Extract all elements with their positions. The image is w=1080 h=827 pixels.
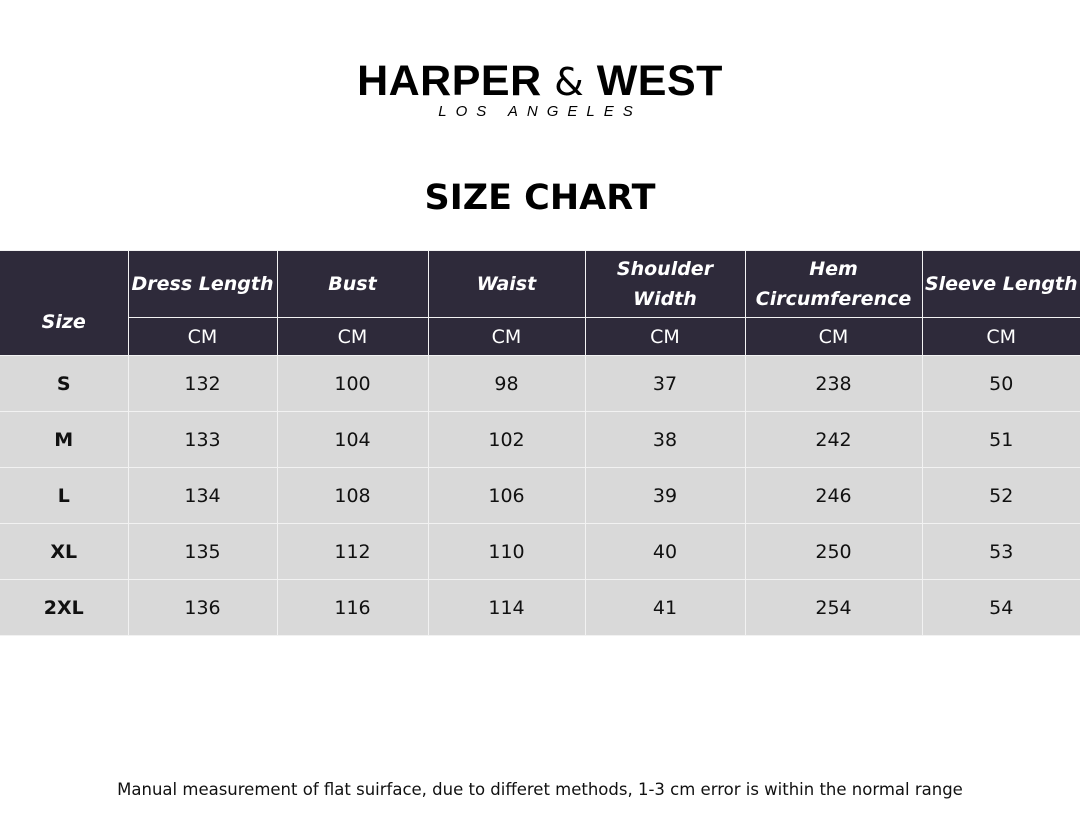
column-header: Sleeve Length — [921, 250, 1080, 318]
measurement-cell: 37 — [584, 355, 746, 412]
table-row: S 132 100 98 37 238 50 — [0, 355, 1080, 412]
header-size: Size — [0, 250, 129, 356]
measurement-cell: 54 — [921, 579, 1080, 636]
table-row: XL 135 112 110 40 250 53 — [0, 523, 1080, 580]
measurement-cell: 112 — [276, 523, 429, 580]
size-cell: L — [0, 467, 129, 524]
unit-cell: CM — [921, 317, 1080, 356]
measurement-cell: 134 — [127, 467, 278, 524]
size-cell: S — [0, 355, 129, 412]
page-title: SIZE CHART — [424, 178, 656, 218]
measurement-cell: 39 — [584, 467, 746, 524]
size-cell: XL — [0, 523, 129, 580]
brand-logo: HARPER & WEST — [0, 58, 1080, 105]
measurement-cell: 98 — [427, 355, 586, 412]
measurement-cell: 50 — [921, 355, 1080, 412]
measurement-cell: 102 — [427, 411, 586, 468]
measurement-cell: 132 — [127, 355, 278, 412]
brand-name-left: HARPER — [357, 57, 542, 105]
brand-location: LOS ANGELES — [438, 103, 642, 120]
measurement-cell: 250 — [744, 523, 923, 580]
measurement-cell: 136 — [127, 579, 278, 636]
column-header: Waist — [427, 250, 586, 318]
unit-cell: CM — [276, 317, 429, 356]
size-cell: M — [0, 411, 129, 468]
measurement-cell: 104 — [276, 411, 429, 468]
size-cell: 2XL — [0, 579, 129, 636]
measurement-cell: 106 — [427, 467, 586, 524]
measurement-cell: 53 — [921, 523, 1080, 580]
table-row: M 133 104 102 38 242 51 — [0, 411, 1080, 468]
brand-ampersand: & — [554, 60, 585, 104]
unit-cell: CM — [744, 317, 923, 356]
size-table: Size Dress Length Bust Waist Shoulder Width… — [0, 250, 1080, 636]
measurement-cell: 108 — [276, 467, 429, 524]
measurement-cell: 246 — [744, 467, 923, 524]
measurement-cell: 238 — [744, 355, 923, 412]
measurement-cell: 52 — [921, 467, 1080, 524]
measurement-cell: 242 — [744, 411, 923, 468]
brand-name-right: WEST — [596, 57, 723, 105]
measurement-cell: 51 — [921, 411, 1080, 468]
column-header: Dress Length — [127, 250, 278, 318]
measurement-cell: 135 — [127, 523, 278, 580]
table-row: 2XL 136 116 114 41 254 54 — [0, 579, 1080, 636]
measurement-cell: 40 — [584, 523, 746, 580]
measurement-cell: 38 — [584, 411, 746, 468]
table-row: L 134 108 106 39 246 52 — [0, 467, 1080, 524]
column-header: Shoulder Width — [584, 250, 746, 318]
measurement-cell: 254 — [744, 579, 923, 636]
measurement-note: Manual measurement of flat suirface, due… — [117, 780, 963, 799]
unit-cell: CM — [128, 317, 278, 356]
column-header: Hem Circumference — [744, 250, 923, 318]
unit-cell: CM — [427, 317, 586, 356]
unit-cell: CM — [584, 317, 746, 356]
measurement-cell: 114 — [427, 579, 586, 636]
measurement-cell: 116 — [276, 579, 429, 636]
measurement-cell: 110 — [427, 523, 586, 580]
measurement-cell: 100 — [276, 355, 429, 412]
measurement-cell: 133 — [127, 411, 278, 468]
measurement-cell: 41 — [584, 579, 746, 636]
column-header: Bust — [276, 250, 429, 318]
